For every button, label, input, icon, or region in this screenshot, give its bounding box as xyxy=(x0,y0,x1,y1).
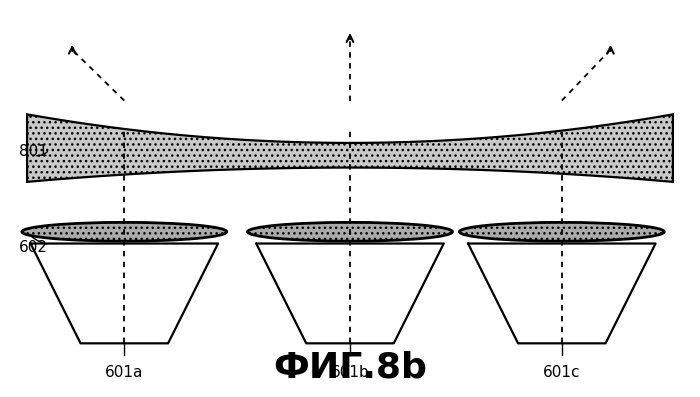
Text: 602: 602 xyxy=(19,240,48,255)
Ellipse shape xyxy=(459,222,664,241)
Text: 601a: 601a xyxy=(105,365,144,380)
Ellipse shape xyxy=(22,222,227,241)
Text: ФИГ.8b: ФИГ.8b xyxy=(273,351,427,384)
Ellipse shape xyxy=(248,222,452,241)
Text: 801: 801 xyxy=(19,144,48,159)
Text: 601b: 601b xyxy=(330,365,370,380)
Polygon shape xyxy=(27,114,673,182)
Text: 601c: 601c xyxy=(543,365,580,380)
